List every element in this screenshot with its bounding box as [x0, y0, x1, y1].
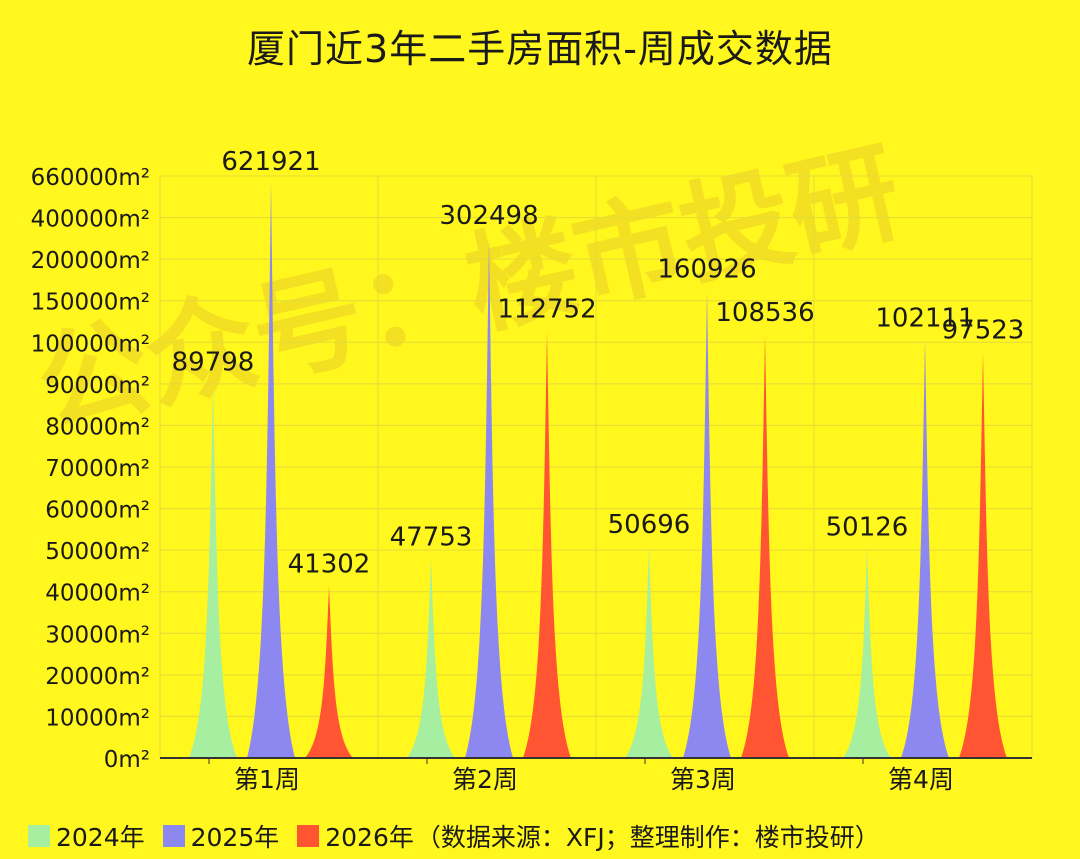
y-tick-label: 100000m²: [31, 331, 150, 357]
chart-title: 厦门近3年二手房面积-周成交数据: [247, 27, 833, 71]
data-label: 102111: [875, 304, 974, 334]
y-tick-label: 150000m²: [31, 290, 150, 316]
y-tick-label: 20000m²: [45, 664, 150, 690]
x-tick-label: 第1周: [234, 765, 300, 794]
data-label: 50126: [826, 513, 909, 543]
data-label: 112752: [497, 295, 596, 325]
data-label: 50696: [608, 510, 691, 540]
legend-label-2024: 2024年: [56, 823, 145, 852]
legend-label-2025: 2025年: [190, 823, 280, 852]
legend-swatch-2026: [297, 825, 320, 847]
area-spike-2026年-第2周: [523, 331, 571, 758]
y-tick-label: 400000m²: [31, 207, 150, 233]
area-spike-2026年-第4周: [959, 352, 1007, 758]
area-spike-2024年-第4周: [843, 549, 891, 758]
y-tick-label: 70000m²: [45, 456, 150, 482]
y-tick-label: 0m²: [104, 747, 150, 773]
y-tick-label: 80000m²: [45, 414, 150, 440]
area-spike-2025年-第4周: [901, 340, 949, 758]
legend-swatch-2025: [162, 825, 185, 847]
y-tick-label: 30000m²: [45, 622, 150, 648]
legend-label-2026: 2026年: [325, 823, 414, 852]
area-spike-2025年-第2周: [465, 237, 513, 759]
y-tick-label: 50000m²: [45, 539, 150, 565]
data-label: 108536: [715, 298, 814, 328]
area-spike-2024年-第2周: [407, 559, 455, 758]
data-label: 47753: [390, 522, 473, 552]
legend-swatch-2024: [28, 825, 50, 847]
area-spike-2026年-第3周: [741, 335, 789, 758]
y-tick-label: 660000m²: [31, 165, 150, 191]
data-label: 621921: [221, 147, 320, 177]
chart-plot: 0m² 10000m² 20000m² 30000m² 40000m² 50000m² 60…: [31, 147, 1033, 794]
y-tick-label: 10000m²: [45, 705, 150, 731]
area-spike-2024年-第1周: [189, 384, 237, 758]
data-label: 302498: [439, 201, 538, 231]
y-tick-label: 60000m²: [45, 498, 150, 524]
data-label: 89798: [172, 348, 255, 378]
data-label: 97523: [942, 316, 1025, 346]
area-spike-2025年-第1周: [247, 182, 295, 759]
source-note: （数据来源：XFJ；整理制作：楼市投研）: [415, 823, 880, 852]
x-tick-label: 第3周: [670, 765, 736, 794]
area-spike-2026年-第1周: [305, 586, 353, 758]
data-label: 41302: [288, 549, 371, 579]
x-tick-label: 第2周: [452, 765, 518, 794]
legend-item-2025: 2025年: [162, 818, 280, 854]
area-spike-2024年-第3周: [625, 547, 673, 758]
legend: 2024年 2025年 2026年 （数据来源：XFJ；整理制作：楼市投研）: [28, 818, 880, 854]
y-tick-label: 90000m²: [45, 373, 150, 399]
legend-item-2024: 2024年: [28, 818, 145, 854]
legend-item-2026: 2026年: [297, 818, 414, 854]
data-label: 160926: [657, 255, 756, 285]
x-tick-label: 第4周: [888, 765, 954, 794]
y-tick-label: 40000m²: [45, 581, 150, 607]
area-spike-2025年-第3周: [683, 291, 731, 758]
y-tick-label: 200000m²: [31, 248, 150, 274]
